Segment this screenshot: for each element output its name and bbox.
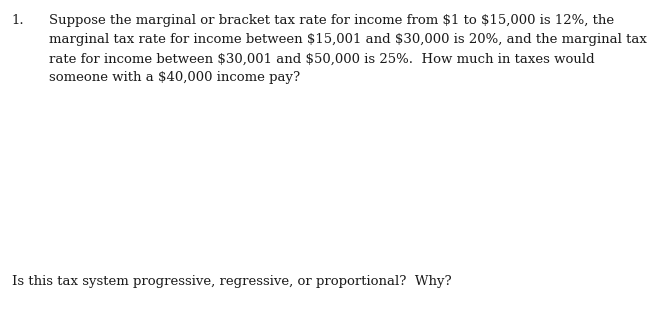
- Text: Is this tax system progressive, regressive, or proportional?  Why?: Is this tax system progressive, regressi…: [12, 275, 451, 288]
- Text: Suppose the marginal or bracket tax rate for income from $1 to $15,000 is 12%, t: Suppose the marginal or bracket tax rate…: [49, 14, 647, 84]
- Text: 1.: 1.: [12, 14, 24, 28]
